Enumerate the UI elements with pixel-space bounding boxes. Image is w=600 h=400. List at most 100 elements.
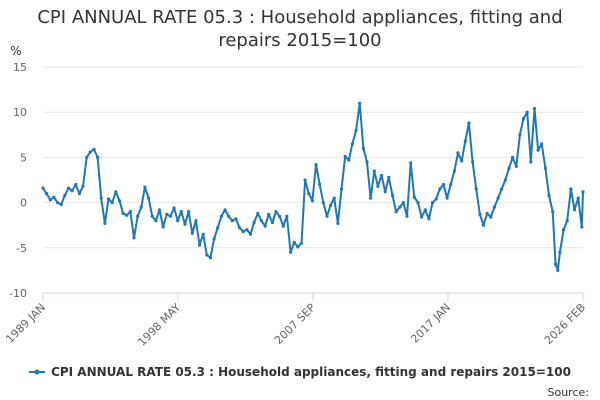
- data-point: [241, 229, 245, 234]
- chart-title: CPI ANNUAL RATE 05.3 : Household applian…: [0, 6, 600, 52]
- data-point: [430, 201, 435, 205]
- data-point: [96, 155, 100, 159]
- data-point: [347, 158, 351, 162]
- data-point: [543, 166, 548, 170]
- data-point: [157, 208, 162, 212]
- data-point: [278, 214, 282, 218]
- data-point: [350, 142, 354, 146]
- data-point: [580, 225, 584, 229]
- data-point: [478, 212, 482, 216]
- x-tick-label: 1998 MAY: [135, 301, 183, 349]
- data-point: [540, 142, 544, 146]
- data-point: [143, 185, 147, 189]
- data-point: [274, 210, 278, 214]
- chart-title-line-2: repairs 2015=100: [218, 30, 382, 51]
- data-point: [92, 147, 96, 151]
- source-label: Source:: [548, 386, 590, 399]
- data-point: [74, 182, 78, 187]
- data-point: [270, 220, 274, 225]
- data-point: [565, 219, 569, 223]
- data-point: [558, 250, 562, 254]
- y-tick-label: -10: [9, 287, 27, 300]
- data-point: [449, 182, 453, 187]
- data-point: [150, 214, 154, 218]
- data-point: [525, 110, 529, 114]
- data-point: [383, 190, 387, 194]
- data-point: [387, 175, 391, 179]
- data-point: [106, 197, 111, 201]
- data-point: [110, 201, 114, 205]
- data-point: [70, 189, 74, 193]
- data-point: [354, 128, 358, 132]
- data-point: [48, 198, 52, 202]
- data-point: [281, 224, 285, 228]
- data-point: [267, 212, 271, 216]
- data-point: [398, 205, 402, 209]
- data-point: [394, 210, 398, 214]
- data-point: [405, 214, 409, 218]
- data-point: [179, 210, 183, 214]
- data-point: [492, 205, 496, 209]
- x-tick-label: 2007 SEP: [272, 301, 318, 347]
- data-point: [128, 210, 132, 214]
- data-point: [401, 201, 405, 205]
- gridlines: [43, 66, 583, 294]
- data-point: [572, 208, 577, 212]
- data-point: [212, 237, 216, 241]
- data-point: [289, 250, 293, 254]
- data-point: [121, 211, 125, 215]
- data-point: [168, 214, 172, 218]
- data-point: [460, 159, 464, 163]
- data-point: [463, 139, 467, 143]
- data-point: [296, 245, 300, 249]
- y-tick-label: 5: [20, 151, 27, 164]
- data-point: [380, 173, 384, 178]
- series-line: [42, 102, 584, 272]
- data-point: [117, 199, 122, 203]
- y-axis-unit: %: [10, 44, 21, 58]
- data-point: [369, 196, 373, 200]
- data-point: [518, 133, 522, 137]
- x-axis: 1989 JAN 1998 MAY 2007 SEP 2017 JAN 2026 FEB: [3, 292, 588, 349]
- data-point: [339, 187, 344, 191]
- data-point: [521, 116, 526, 121]
- data-point: [99, 196, 103, 200]
- data-point: [390, 193, 395, 197]
- data-point: [161, 225, 165, 229]
- legend-label: CPI ANNUAL RATE 05.3 : Household applian…: [51, 365, 571, 379]
- data-point: [208, 256, 213, 260]
- legend[interactable]: CPI ANNUAL RATE 05.3 : Household applian…: [29, 365, 571, 379]
- data-point: [551, 210, 555, 214]
- x-tick-label: 2017 JAN: [408, 301, 453, 346]
- data-point: [569, 187, 573, 191]
- data-point: [500, 187, 504, 191]
- data-point: [187, 210, 191, 214]
- data-point: [230, 219, 234, 223]
- y-tick-label: 15: [13, 61, 27, 74]
- data-point: [321, 201, 325, 205]
- data-point: [66, 186, 71, 190]
- data-point: [139, 205, 143, 209]
- y-tick-label: 0: [20, 197, 27, 210]
- data-point: [205, 253, 209, 257]
- data-point: [81, 184, 85, 188]
- data-point: [259, 219, 263, 223]
- data-point: [59, 202, 63, 206]
- data-point: [183, 222, 187, 226]
- data-point: [503, 178, 507, 182]
- data-point: [467, 121, 471, 125]
- data-point: [529, 160, 533, 164]
- data-point: [554, 262, 558, 266]
- data-point: [471, 160, 475, 164]
- data-point: [245, 228, 249, 232]
- data-point: [248, 232, 253, 236]
- data-point: [314, 163, 318, 167]
- data-point: [536, 148, 540, 152]
- x-tick-label: 2026 FEB: [542, 301, 588, 347]
- data-point: [423, 208, 427, 212]
- data-point: [372, 169, 376, 173]
- data-point: [358, 101, 362, 105]
- data-point: [56, 201, 60, 205]
- data-point: [132, 236, 136, 240]
- data-point: [329, 203, 333, 207]
